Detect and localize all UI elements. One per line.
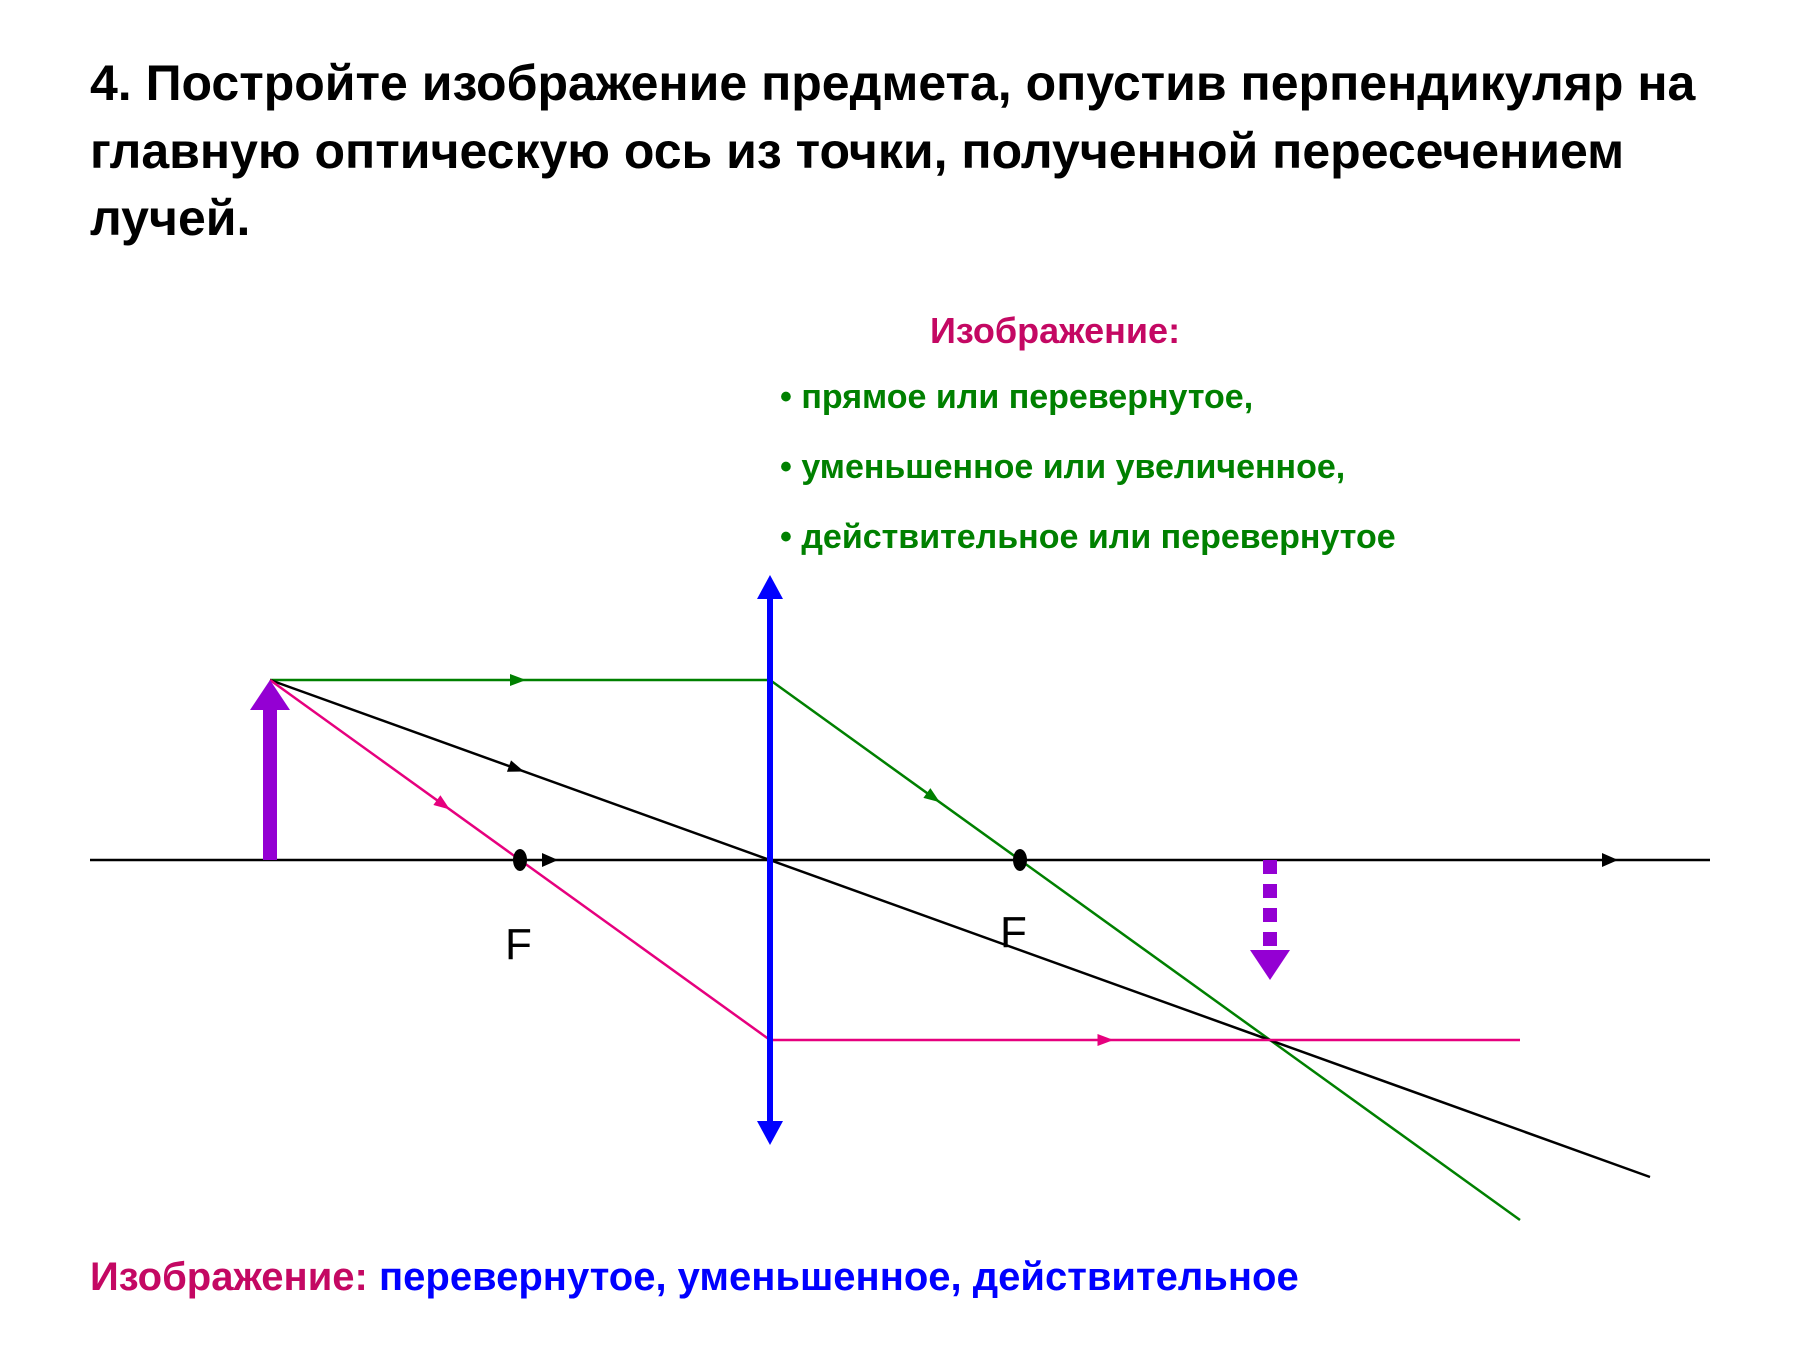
answer-line: Изображение: перевернутое, уменьшенное, …: [90, 1255, 1299, 1300]
legend-item-1: • прямое или перевернутое,: [780, 378, 1253, 417]
task-title: 4. Постройте изображение предмета, опуст…: [90, 50, 1710, 253]
ray-diagram: F F: [90, 540, 1710, 1180]
focal-label-right: F: [1000, 908, 1027, 958]
legend-title: Изображение:: [930, 310, 1180, 352]
answer-label: Изображение:: [90, 1255, 368, 1299]
legend-item-2: • уменьшенное или увеличенное,: [780, 448, 1345, 487]
focal-label-left: F: [505, 920, 532, 970]
answer-text: перевернутое, уменьшенное, действительно…: [368, 1255, 1299, 1299]
